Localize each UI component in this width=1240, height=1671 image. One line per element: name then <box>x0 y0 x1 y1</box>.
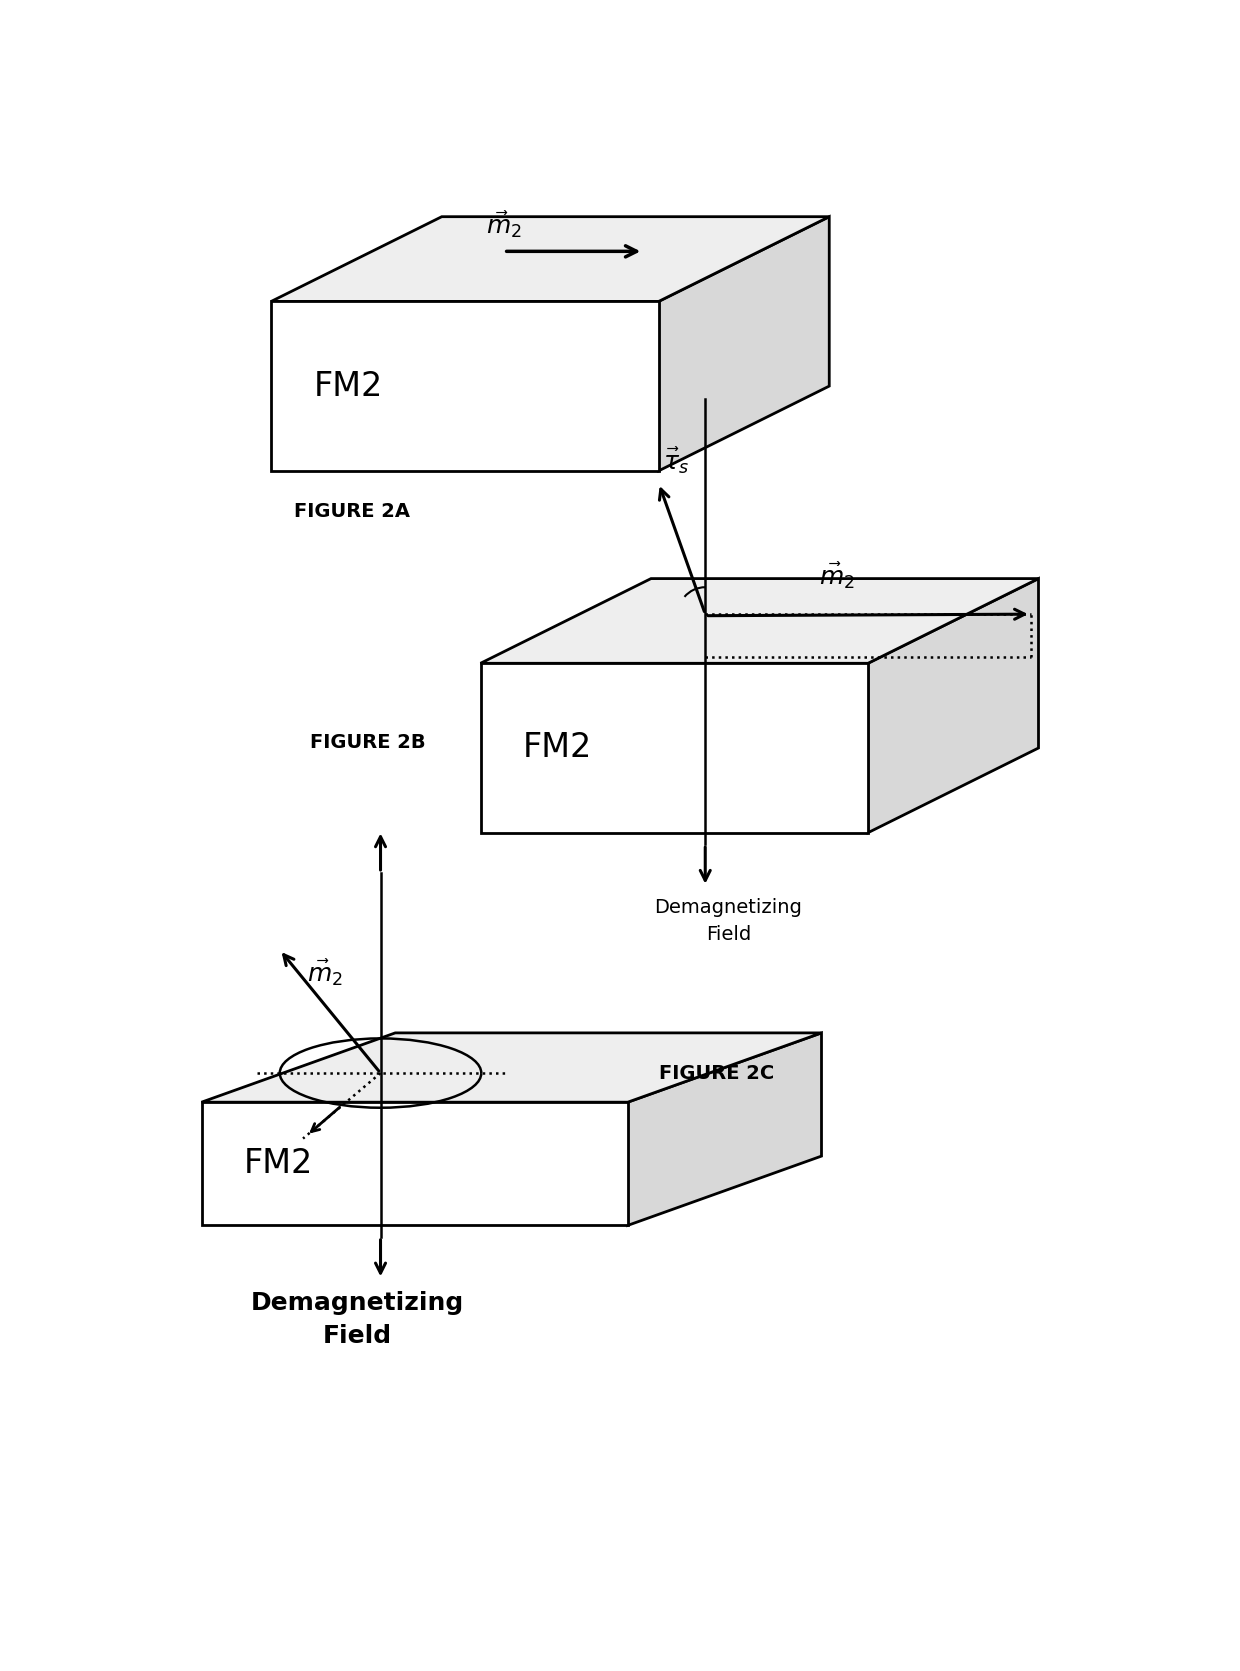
Text: FM2: FM2 <box>244 1148 314 1180</box>
Polygon shape <box>868 578 1039 832</box>
Text: $\vec{m}_2$: $\vec{m}_2$ <box>486 209 522 241</box>
Polygon shape <box>627 1033 821 1225</box>
Text: $\vec{\tau}_s$: $\vec{\tau}_s$ <box>662 444 688 476</box>
Text: Demagnetizing
Field: Demagnetizing Field <box>250 1290 464 1348</box>
Polygon shape <box>658 217 830 471</box>
Polygon shape <box>272 217 830 301</box>
Text: Demagnetizing
Field: Demagnetizing Field <box>655 897 802 944</box>
Polygon shape <box>201 1103 627 1225</box>
Polygon shape <box>481 578 1039 663</box>
Text: FIGURE 2A: FIGURE 2A <box>295 501 410 521</box>
Text: FM2: FM2 <box>523 732 593 765</box>
Text: FM2: FM2 <box>314 369 383 403</box>
Text: FIGURE 2C: FIGURE 2C <box>658 1064 774 1083</box>
Text: $\vec{m}_2$: $\vec{m}_2$ <box>306 957 343 988</box>
Text: $\vec{m}_2$: $\vec{m}_2$ <box>820 561 856 592</box>
Text: FIGURE 2B: FIGURE 2B <box>310 732 425 752</box>
Polygon shape <box>481 663 868 832</box>
Polygon shape <box>272 301 658 471</box>
Polygon shape <box>201 1033 821 1103</box>
